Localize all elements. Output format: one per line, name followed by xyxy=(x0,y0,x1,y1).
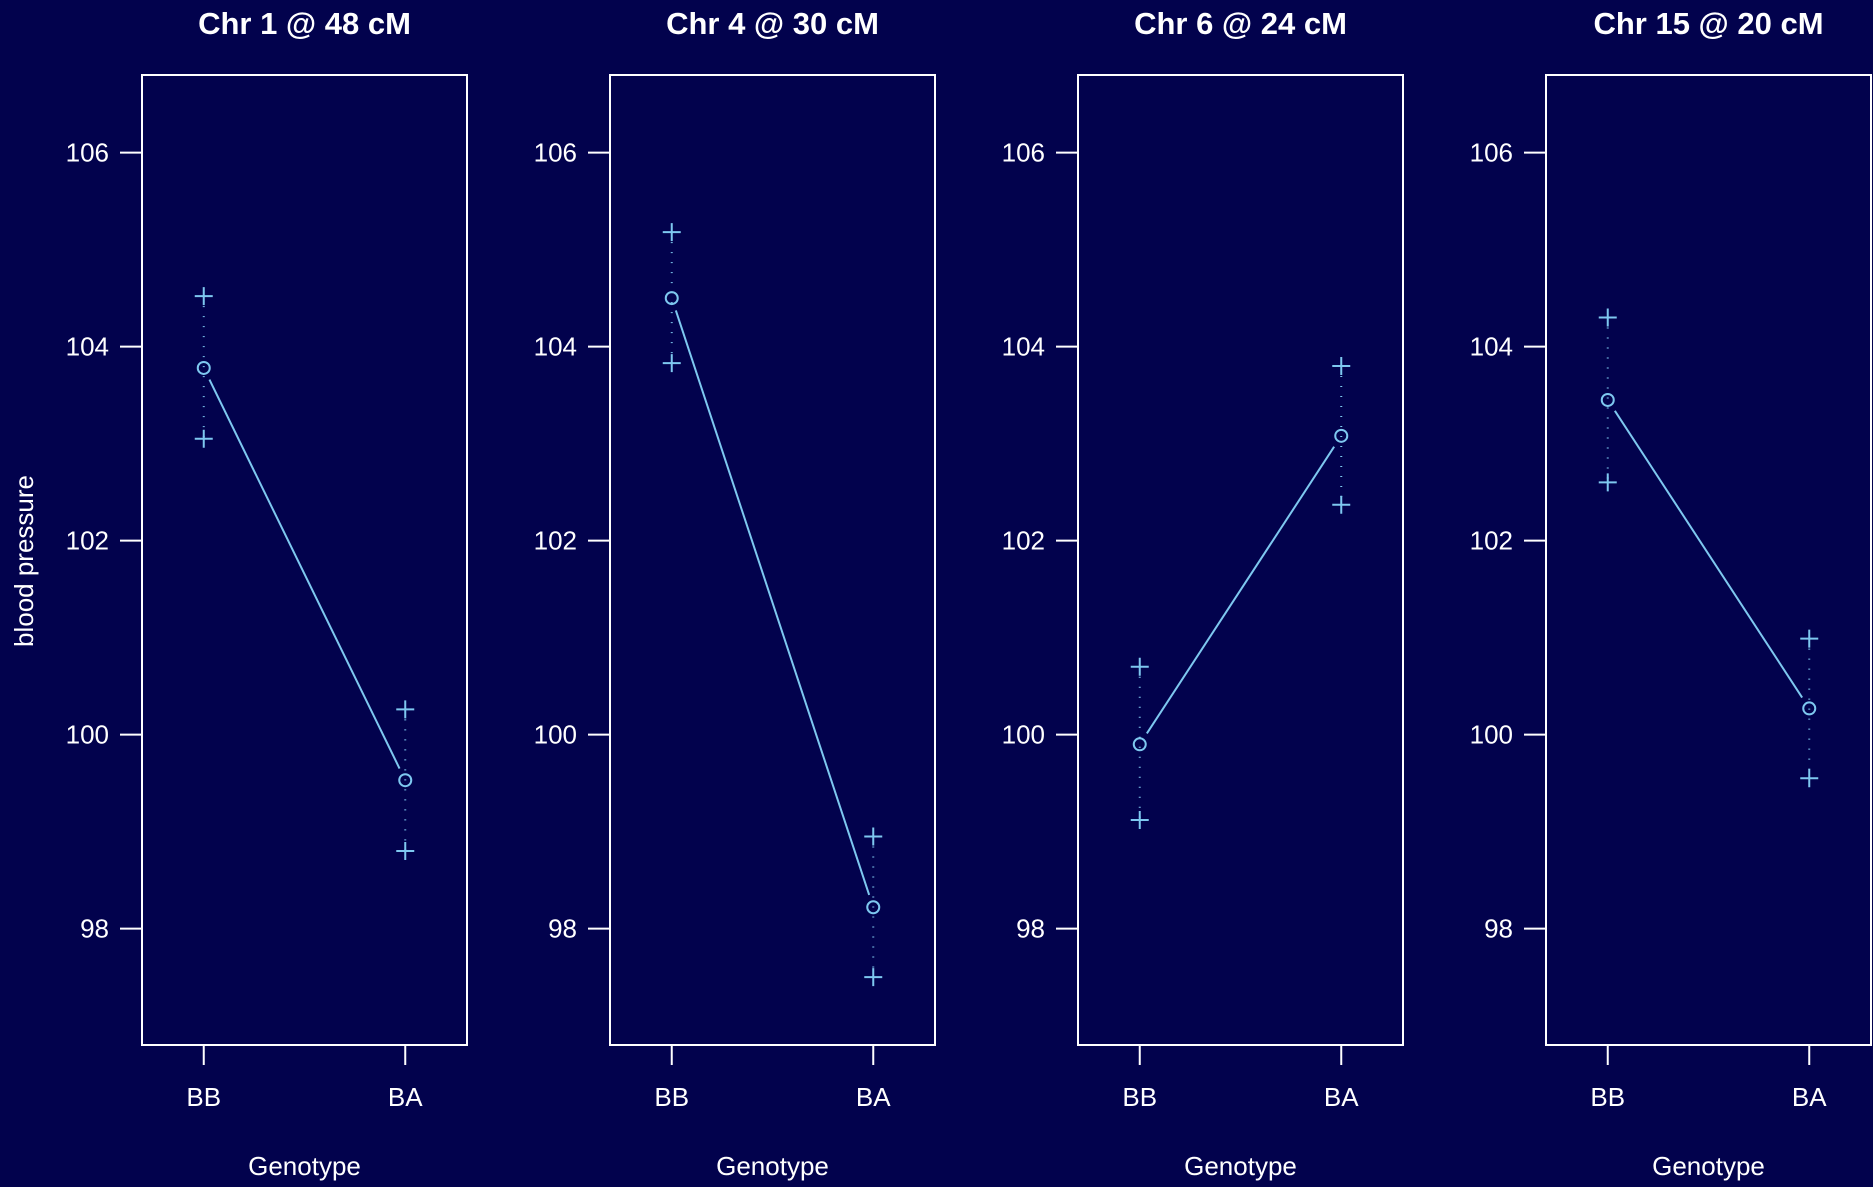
y-tick-label: 104 xyxy=(66,332,109,362)
mean-point xyxy=(866,900,881,915)
y-tick-label: 98 xyxy=(80,914,109,944)
x-tick-label: BA xyxy=(1324,1082,1359,1112)
plot-frame xyxy=(141,74,468,1046)
error-lower-point xyxy=(1130,810,1149,829)
mean-point xyxy=(196,360,211,375)
error-lower-point xyxy=(1800,769,1819,788)
panel-title: Chr 6 @ 24 cM xyxy=(1134,6,1347,41)
mean-connector-line xyxy=(674,310,871,896)
mean-connector-line xyxy=(1614,410,1803,699)
x-tick-label: BA xyxy=(1792,1082,1827,1112)
error-lower-point xyxy=(396,842,415,860)
x-axis-title: Genotype xyxy=(248,1151,361,1181)
y-tick-label: 98 xyxy=(1016,914,1045,944)
mean-connector-line xyxy=(208,379,401,769)
error-lower-point xyxy=(864,968,883,987)
mean-point xyxy=(1802,701,1817,716)
plot-frame xyxy=(1545,74,1872,1046)
x-tick-label: BB xyxy=(654,1082,689,1112)
panel-2: Chr 4 @ 30 cM 98 100 102 104 106 BB BA Genotype xyxy=(534,6,936,1181)
error-lower-point xyxy=(1598,473,1617,492)
panel-title: Chr 4 @ 30 cM xyxy=(666,6,879,41)
y-tick-label: 106 xyxy=(1470,138,1513,168)
mean-point xyxy=(398,773,413,788)
error-lower-point xyxy=(1332,495,1351,514)
panel-title: Chr 1 @ 48 cM xyxy=(198,6,411,41)
error-lower-point xyxy=(194,429,213,448)
error-upper-point xyxy=(1800,629,1819,648)
y-tick-label: 100 xyxy=(534,720,577,750)
panel-4: Chr 15 @ 20 cM 98 100 102 104 106 BB BA Genotype xyxy=(1470,6,1872,1181)
y-tick-label: 100 xyxy=(1002,720,1045,750)
y-tick-label: 102 xyxy=(534,526,577,556)
x-tick-label: BA xyxy=(388,1082,423,1112)
error-upper-point xyxy=(864,827,883,846)
mean-point xyxy=(664,291,679,306)
mean-point xyxy=(1334,428,1349,443)
x-tick-label: BA xyxy=(856,1082,891,1112)
x-tick-label: BB xyxy=(1590,1082,1625,1112)
error-upper-point xyxy=(194,287,213,306)
y-axis-title: blood pressure xyxy=(9,475,39,647)
y-tick-label: 104 xyxy=(534,332,577,362)
error-upper-point xyxy=(1130,657,1149,676)
x-axis-title: Genotype xyxy=(1652,1151,1765,1181)
error-upper-point xyxy=(1598,308,1617,327)
panel-3: Chr 6 @ 24 cM 98 100 102 104 106 BB BA Genotype xyxy=(1002,6,1404,1181)
mean-connector-line xyxy=(1146,446,1335,734)
y-tick-label: 98 xyxy=(548,914,577,944)
mean-point xyxy=(1132,737,1147,752)
y-tick-label: 102 xyxy=(1470,526,1513,556)
y-tick-label: 104 xyxy=(1002,332,1045,362)
error-upper-point xyxy=(1332,357,1351,375)
y-tick-label: 102 xyxy=(1002,526,1045,556)
y-tick-label: 104 xyxy=(1470,332,1513,362)
error-upper-point xyxy=(396,700,415,719)
y-tick-label: 100 xyxy=(66,720,109,750)
error-upper-point xyxy=(662,223,681,242)
y-tick-label: 102 xyxy=(66,526,109,556)
mean-point xyxy=(1600,392,1615,407)
x-tick-label: BB xyxy=(1122,1082,1157,1112)
y-tick-label: 106 xyxy=(1002,138,1045,168)
plot-frame xyxy=(1077,74,1404,1046)
error-lower-point xyxy=(662,354,681,373)
y-tick-label: 98 xyxy=(1484,914,1513,944)
plot-frame xyxy=(609,74,936,1046)
y-tick-label: 100 xyxy=(1470,720,1513,750)
x-tick-label: BB xyxy=(186,1082,221,1112)
x-axis-title: Genotype xyxy=(1184,1151,1297,1181)
panel-1: Chr 1 @ 48 cM 98 100 102 104 106 BB BA Genotype xyxy=(66,6,468,1181)
panel-title: Chr 15 @ 20 cM xyxy=(1593,6,1823,41)
x-axis-title: Genotype xyxy=(716,1151,829,1181)
y-tick-label: 106 xyxy=(66,138,109,168)
y-tick-label: 106 xyxy=(534,138,577,168)
